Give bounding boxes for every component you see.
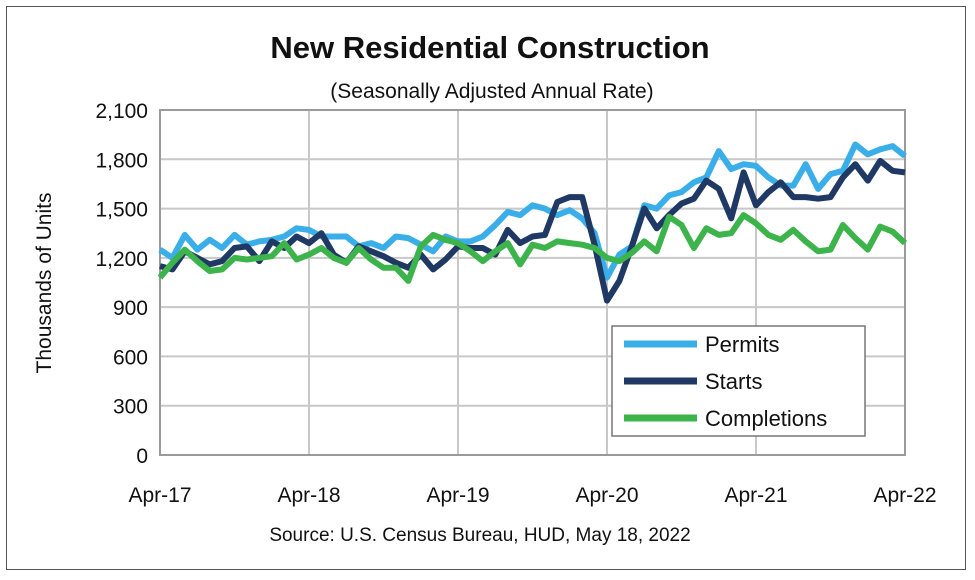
y-tick-label: 1,500 [95,199,148,222]
chart-frame [6,6,966,570]
legend-label-completions: Completions [705,406,827,431]
x-tick-label: Apr-19 [426,484,489,507]
series-line-completions [157,212,908,284]
y-tick-label: 1,800 [95,149,148,172]
plot-area-border [159,109,906,456]
y-tick-label: 900 [113,297,148,320]
legend-label-starts: Starts [705,369,762,394]
y-tick-label: 0 [136,445,148,468]
y-tick-label: 600 [113,346,148,369]
x-tick-label: Apr-22 [873,484,936,507]
chart-subtitle: (Seasonally Adjusted Annual Rate) [330,80,653,103]
chart-title: New Residential Construction [270,30,709,65]
x-tick-label: Apr-20 [575,484,638,507]
y-tick-label: 2,100 [95,100,148,123]
x-tick-label: Apr-18 [277,484,340,507]
source-note: Source: U.S. Census Bureau, HUD, May 18,… [269,525,690,546]
y-axis-label: Thousands of Units [33,193,56,374]
y-tick-label: 1,200 [95,248,148,271]
x-tick-label: Apr-21 [724,484,787,507]
legend-label-permits: Permits [705,332,780,357]
y-tick-label: 300 [113,396,148,419]
x-tick-label: Apr-17 [128,484,191,507]
